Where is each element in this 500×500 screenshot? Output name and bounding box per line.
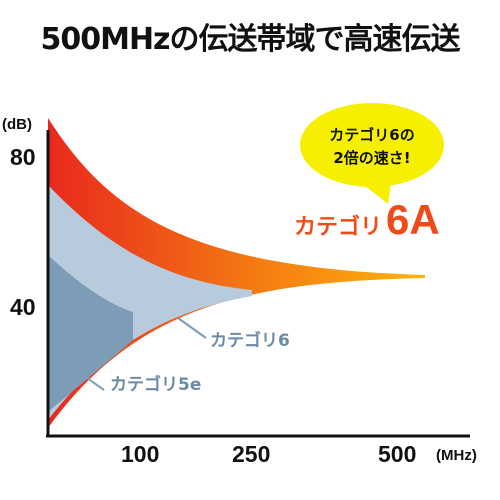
x-tick-label: 100 — [121, 441, 159, 467]
y-axis-unit: (dB) — [2, 116, 32, 133]
series-cat6a-label-suffix: 6A — [386, 196, 440, 243]
series-cat5e-leader — [79, 372, 105, 391]
x-axis-unit: (MHz) — [436, 447, 477, 464]
series-cat6-label: カテゴリ6 — [210, 330, 290, 351]
series-cat6a-label-prefix: カテゴリ — [294, 214, 382, 240]
x-tick-label: 500 — [378, 441, 416, 467]
series-cat6-leader — [177, 317, 207, 339]
y-tick-label: 80 — [10, 144, 36, 170]
series-cat5e-label: カテゴリ5e — [110, 374, 201, 395]
y-tick-label: 40 — [10, 294, 36, 320]
page-title: 500MHzの伝送帯域で高速伝送 — [40, 22, 460, 57]
callout-bubble: カテゴリ6の 2倍の速さ! — [300, 103, 444, 204]
series-cat5e-area — [48, 255, 133, 412]
series-cat6a-area — [48, 118, 425, 428]
series-cat6a-label: カテゴリ6A — [294, 196, 440, 243]
callout-line-1: カテゴリ6の — [329, 126, 414, 144]
x-tick-label: 250 — [232, 441, 270, 467]
callout-line-2: 2倍の速さ! — [333, 149, 410, 167]
